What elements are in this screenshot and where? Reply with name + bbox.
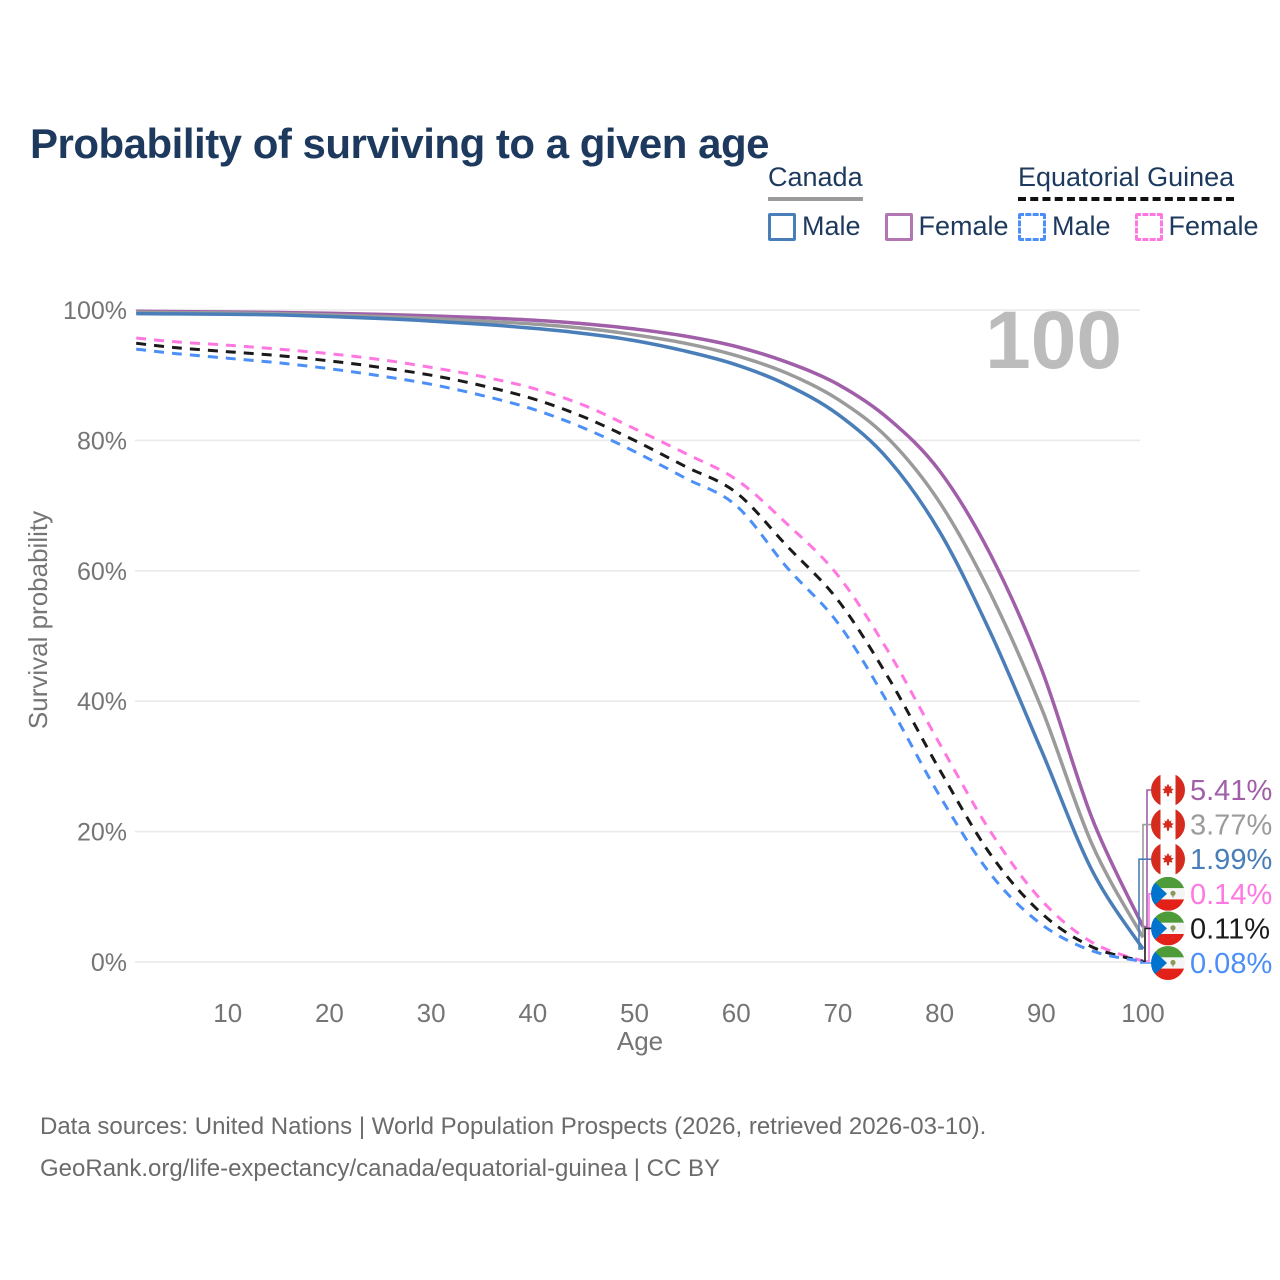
series-line-equatorial-guinea-female: [136, 336, 1144, 963]
end-connector-equatorial-guinea-both-sexes: [1143, 927, 1151, 963]
legend-item-canada-female[interactable]: Female: [884, 211, 1009, 242]
equatorial-guinea-flag-icon: [1151, 946, 1185, 980]
x-tick-label-70: 70: [823, 998, 852, 1028]
legend-header-equatorial-guinea: Equatorial Guinea: [1018, 162, 1235, 201]
legend: Canada Male Female Equatorial Guinea Mal…: [0, 162, 1280, 252]
end-label-canada-both-sexes: 3.77%: [1190, 810, 1272, 842]
page-title: Probability of surviving to a given age: [30, 120, 769, 168]
legend-item-eq-guinea-male[interactable]: Male: [1018, 211, 1111, 242]
end-connector-equatorial-guinea-male: [1140, 960, 1151, 964]
y-tick-label-100: 100%: [63, 297, 127, 325]
y-tick-label-20: 20%: [77, 819, 127, 847]
equatorial-guinea-flag-icon: [1151, 877, 1185, 911]
canada-flag-icon: [1151, 773, 1185, 807]
x-tick-label-100: 100: [1121, 998, 1164, 1028]
legend-label-eq-guinea-male: Male: [1052, 211, 1111, 241]
eq-guinea-female-checkbox[interactable]: [1134, 212, 1163, 241]
legend-label-eq-guinea-female: Female: [1168, 211, 1259, 241]
canada-flag-icon: [1151, 808, 1185, 842]
x-tick-label-40: 40: [518, 998, 547, 1028]
end-label-equatorial-guinea-both-sexes: 0.11%: [1190, 913, 1270, 945]
x-tick-label-60: 60: [722, 998, 751, 1028]
legend-item-canada-male[interactable]: Male: [768, 211, 861, 242]
legend-label-canada-female: Female: [918, 211, 1009, 241]
end-connector-equatorial-guinea-female: [1143, 893, 1151, 962]
series-line-canada-male: [136, 311, 1145, 950]
canada-female-checkbox[interactable]: [884, 212, 913, 241]
y-tick-label-40: 40%: [77, 688, 127, 716]
eq-guinea-male-checkbox[interactable]: [1018, 212, 1046, 241]
y-axis-title: Survival probability: [23, 511, 53, 729]
footer-data-sources: Data sources: United Nations | World Pop…: [40, 1113, 987, 1140]
canada-male-checkbox[interactable]: [768, 212, 796, 241]
y-tick-label-0: 0%: [91, 949, 127, 977]
end-label-canada-female: 5.41%: [1190, 775, 1272, 807]
end-label-canada-male: 1.99%: [1190, 844, 1272, 876]
x-tick-label-80: 80: [925, 998, 954, 1028]
legend-group-equatorial-guinea: Equatorial Guinea Male Female: [1018, 162, 1259, 242]
legend-label-canada-male: Male: [802, 211, 861, 241]
y-tick-label-60: 60%: [77, 558, 127, 586]
footer: Data sources: United Nations | World Pop…: [40, 1106, 1190, 1190]
x-tick-label-90: 90: [1027, 998, 1056, 1028]
survival-chart: 0% 20% 40% 60% 80% 100% 10 20 30 40 50 60 70 80 90 100 A…: [23, 295, 1272, 1056]
end-label-equatorial-guinea-female: 0.14%: [1190, 879, 1272, 911]
canada-flag-icon: [1151, 842, 1185, 876]
x-tick-label-30: 30: [417, 998, 446, 1028]
x-tick-label-10: 10: [213, 998, 242, 1028]
legend-item-eq-guinea-female[interactable]: Female: [1134, 211, 1259, 242]
footer-attribution: GeoRank.org/life-expectancy/canada/equat…: [40, 1155, 720, 1182]
series-line-equatorial-guinea-male: [136, 347, 1144, 963]
legend-header-canada: Canada: [768, 162, 863, 201]
legend-group-canada: Canada Male Female: [768, 162, 1009, 242]
x-axis-title: Age: [617, 1026, 663, 1056]
series-line-equatorial-guinea-both-sexes: [136, 341, 1144, 963]
watermark-age-100: 100: [985, 295, 1122, 386]
end-connector-canada-female: [1143, 789, 1151, 928]
series-line-canada-both-sexes: [136, 310, 1145, 939]
end-label-equatorial-guinea-male: 0.08%: [1190, 948, 1272, 980]
x-tick-label-50: 50: [620, 998, 649, 1028]
equatorial-guinea-flag-icon: [1151, 911, 1185, 945]
end-connector-canada-male: [1138, 858, 1151, 950]
end-connector-canada-both-sexes: [1142, 823, 1151, 938]
x-tick-label-20: 20: [315, 998, 344, 1028]
y-tick-label-80: 80%: [77, 427, 127, 455]
